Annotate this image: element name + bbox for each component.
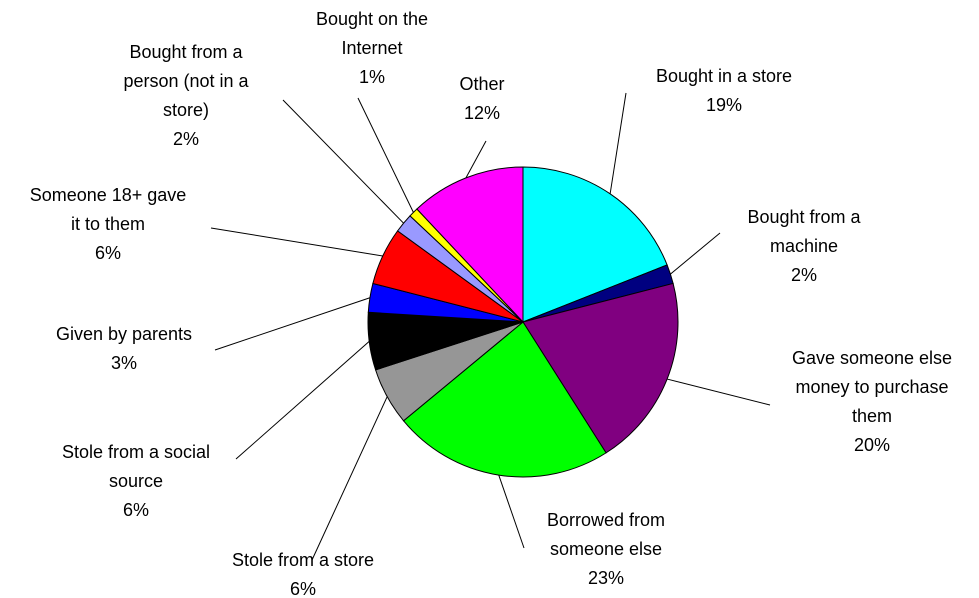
pie-slice-gave-someone-else-money-to-purchase-them (522, 282, 679, 454)
pie-slice-other (416, 166, 524, 324)
leader-line-someone-18-gave-it-to-them (210, 227, 383, 257)
pie-slice-bought-in-a-store (522, 166, 668, 323)
slice-labels: Bought in a store 19% Bought from a machine… (30, 9, 952, 598)
leader-line-bought-from-a-person-not-in-a-store (282, 99, 404, 224)
slice-label-bought-in-a-store: Bought in a store 19% (656, 66, 792, 115)
slice-label-bought-on-the-internet: Bought on the Internet 1% (316, 9, 428, 87)
leader-line-bought-in-a-store (609, 92, 627, 194)
leader-lines (210, 92, 771, 561)
leader-line-stole-from-a-store (311, 396, 388, 561)
slice-label-other: Other 12% (459, 74, 504, 123)
leader-line-bought-from-a-machine (670, 232, 721, 275)
pie-slices (367, 166, 679, 478)
slice-label-stole-from-a-store: Stole from a store 6% (232, 550, 374, 598)
slice-label-bought-from-a-person-not-in-a-store: Bought from a person (not in a store) 2% (123, 42, 249, 149)
slice-label-given-by-parents: Given by parents 3% (56, 324, 192, 373)
leader-line-given-by-parents (214, 297, 371, 351)
slice-label-someone-18-gave-it-to-them: Someone 18+ gave it to them 6% (30, 185, 187, 263)
leader-line-stole-from-a-social-source (235, 341, 370, 460)
slice-label-bought-from-a-machine: Bought from a machine 2% (747, 207, 861, 285)
slice-label-stole-from-a-social-source: Stole from a social source 6% (62, 442, 210, 520)
leader-line-borrowed-from-someone-else (498, 474, 525, 549)
slice-label-borrowed-from-someone-else: Borrowed from someone else 23% (547, 510, 665, 588)
leader-line-other (465, 140, 487, 179)
leader-line-bought-on-the-internet (357, 97, 414, 213)
leader-line-gave-someone-else-money-to-purchase-them (666, 378, 771, 406)
slice-label-gave-someone-else-money-to-purchase-them: Gave someone else money to purchase them 20… (792, 348, 952, 455)
